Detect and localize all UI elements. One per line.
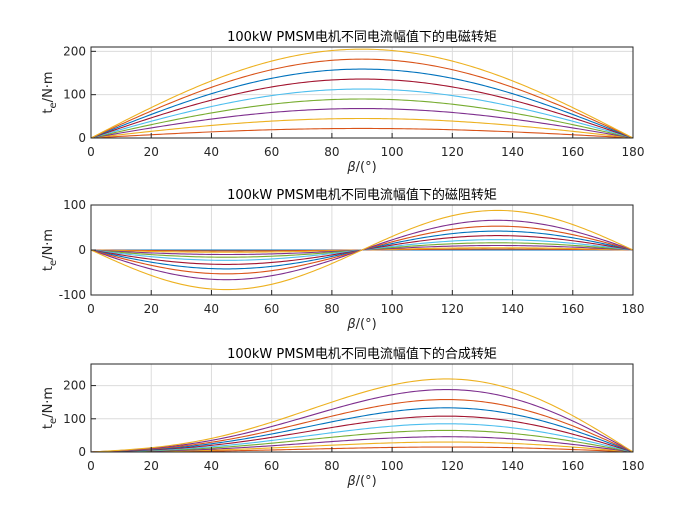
x-tick-label: 160	[561, 459, 584, 473]
series-line	[90, 48, 634, 139]
y-tick-label: 200	[63, 379, 86, 393]
series-line	[90, 398, 634, 453]
x-tick-label: 140	[501, 145, 524, 159]
x-tick-label: 180	[622, 302, 645, 316]
x-axis-label: β/(°)	[346, 474, 376, 489]
x-tick-label: 120	[441, 145, 464, 159]
x-tick-label: 100	[381, 459, 404, 473]
y-tick-label: 0	[78, 131, 86, 145]
x-tick-label: 20	[144, 145, 159, 159]
x-tick-label: 40	[204, 302, 219, 316]
x-tick-label: 180	[622, 145, 645, 159]
x-axis-label: β/(°)	[346, 160, 376, 175]
chart-title: 100kW PMSM电机不同电流幅值下的磁阻转矩	[227, 187, 497, 203]
y-axis-label: te/N·m	[41, 71, 59, 113]
x-tick-label: 20	[144, 459, 159, 473]
x-tick-label: 180	[622, 459, 645, 473]
subplot-electromagnetic-torque: 0 20 40 60 80 100 120 140 160 180 0 100 200 100kW PMS…	[41, 29, 644, 175]
x-axis-label: β/(°)	[346, 317, 376, 332]
series-line	[90, 429, 634, 453]
x-tick-label: 80	[324, 302, 339, 316]
x-tick-label: 120	[441, 302, 464, 316]
series-line	[90, 88, 634, 139]
x-tick-label: 60	[264, 302, 279, 316]
series-line	[90, 78, 634, 139]
series-line	[90, 209, 634, 291]
y-tick-label: 100	[63, 88, 86, 102]
x-tick-label: 60	[264, 145, 279, 159]
x-tick-label: 140	[501, 302, 524, 316]
axes-box	[90, 363, 634, 453]
x-tick-label: 100	[381, 302, 404, 316]
x-tick-label: 60	[264, 459, 279, 473]
x-tick-label: 140	[501, 459, 524, 473]
series-line	[90, 389, 634, 453]
subplot-total-torque: 0 20 40 60 80 100 120 140 160 180 0 100 200 100kW PMS…	[41, 346, 644, 489]
y-tick-label: 0	[78, 445, 86, 459]
series-line	[90, 68, 634, 139]
x-tick-label: 0	[87, 145, 95, 159]
y-tick-label: 100	[63, 198, 86, 212]
series-line	[90, 436, 634, 453]
series-line	[90, 98, 634, 139]
y-tick-label: 200	[63, 44, 86, 58]
y-tick-label: -100	[59, 288, 86, 302]
x-tick-label: 160	[561, 302, 584, 316]
x-tick-label: 80	[324, 145, 339, 159]
series-line	[90, 415, 634, 453]
axes-box	[90, 46, 634, 139]
x-tick-label: 40	[204, 459, 219, 473]
x-tick-label: 0	[87, 302, 95, 316]
x-tick-label: 100	[381, 145, 404, 159]
x-tick-label: 120	[441, 459, 464, 473]
series-line	[90, 378, 634, 453]
series-line	[90, 117, 634, 139]
series-line	[90, 407, 634, 453]
x-tick-label: 40	[204, 145, 219, 159]
y-axis-label: te/N·m	[41, 229, 59, 271]
y-axis-label: te/N·m	[41, 387, 59, 429]
x-tick-label: 20	[144, 302, 159, 316]
y-tick-label: 100	[63, 412, 86, 426]
series-line	[90, 441, 634, 453]
chart-title: 100kW PMSM电机不同电流幅值下的电磁转矩	[227, 29, 497, 45]
series-line	[90, 127, 634, 139]
chart-title: 100kW PMSM电机不同电流幅值下的合成转矩	[227, 346, 497, 362]
x-tick-label: 160	[561, 145, 584, 159]
x-tick-label: 0	[87, 459, 95, 473]
series-line	[90, 423, 634, 453]
series-line	[90, 107, 634, 139]
y-tick-label: 0	[78, 243, 86, 257]
x-tick-label: 80	[324, 459, 339, 473]
series-line	[90, 58, 634, 139]
